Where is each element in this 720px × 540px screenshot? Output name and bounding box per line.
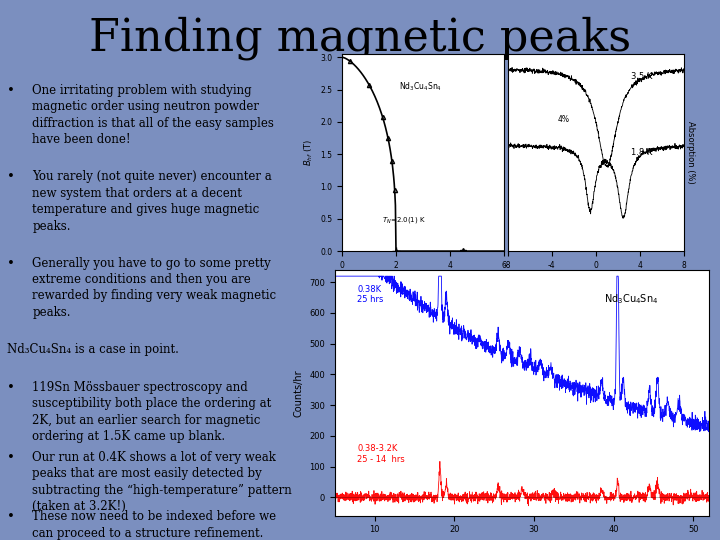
Text: 0.38-3.2K
25 - 14  hrs: 0.38-3.2K 25 - 14 hrs xyxy=(357,444,405,464)
Text: •: • xyxy=(7,510,15,523)
Text: Generally you have to go to some pretty
extreme conditions and then you are
rewa: Generally you have to go to some pretty … xyxy=(32,256,276,319)
Text: One irritating problem with studying
magnetic order using neutron powder
diffrac: One irritating problem with studying mag… xyxy=(32,84,274,146)
Text: 3.5 K: 3.5 K xyxy=(631,72,652,82)
Text: Nd$_3$Cu$_4$Sn$_4$: Nd$_3$Cu$_4$Sn$_4$ xyxy=(604,292,659,306)
Text: •: • xyxy=(7,170,15,183)
Text: 119Sn Mössbauer spectroscopy and
susceptibility both place the ordering at
2K, b: 119Sn Mössbauer spectroscopy and suscept… xyxy=(32,381,271,443)
X-axis label: Temperature (K): Temperature (K) xyxy=(389,275,457,285)
Y-axis label: Counts/hr: Counts/hr xyxy=(294,369,304,417)
Text: 0.38K
25 hrs: 0.38K 25 hrs xyxy=(357,285,384,304)
Text: •: • xyxy=(7,381,15,394)
Text: Nd₃Cu₄Sn₄ is a case in point.: Nd₃Cu₄Sn₄ is a case in point. xyxy=(7,343,179,356)
Text: Nd$_3$Cu$_4$Sn$_4$: Nd$_3$Cu$_4$Sn$_4$ xyxy=(399,80,441,93)
Text: Finding magnetic peaks: Finding magnetic peaks xyxy=(89,16,631,60)
Text: •: • xyxy=(7,451,15,464)
Text: $T_N$=2.0(1) K: $T_N$=2.0(1) K xyxy=(382,215,426,225)
Text: •: • xyxy=(7,256,15,269)
Y-axis label: $B_{hf}$ (T): $B_{hf}$ (T) xyxy=(302,139,315,166)
Y-axis label: Absorption (%): Absorption (%) xyxy=(686,121,695,184)
X-axis label: Velocity (mm/s): Velocity (mm/s) xyxy=(563,275,629,285)
Text: 1.8 K: 1.8 K xyxy=(631,148,652,157)
Text: These now need to be indexed before we
can proceed to a structure refinement.: These now need to be indexed before we c… xyxy=(32,510,276,540)
Text: Our run at 0.4K shows a lot of very weak
peaks that are most easily detected by
: Our run at 0.4K shows a lot of very weak… xyxy=(32,451,292,514)
Text: 4%: 4% xyxy=(557,114,570,124)
Text: You rarely (not quite never) encounter a
new system that orders at a decent
temp: You rarely (not quite never) encounter a… xyxy=(32,170,272,233)
Text: •: • xyxy=(7,84,15,97)
